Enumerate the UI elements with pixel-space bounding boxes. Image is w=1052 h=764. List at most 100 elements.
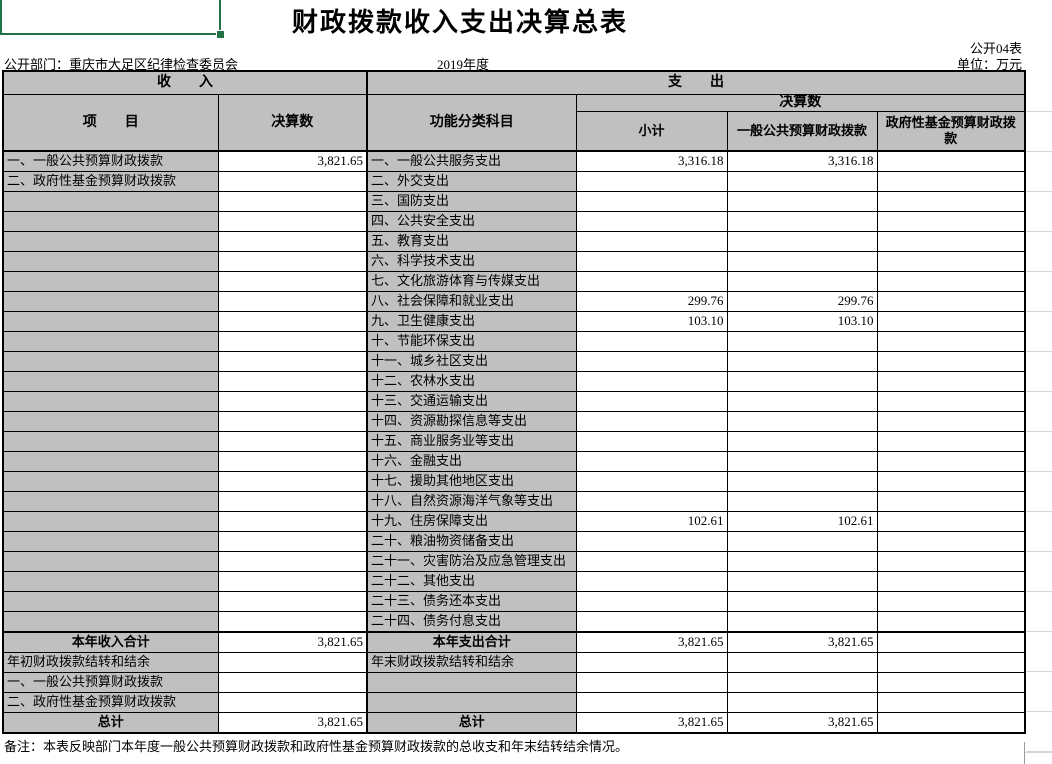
- expense-item-cell[interactable]: 十七、援助其他地区支出: [366, 471, 577, 493]
- gov-fund-cell[interactable]: [876, 150, 1026, 173]
- gov-fund-cell[interactable]: [876, 491, 1026, 513]
- income-amount-cell[interactable]: [217, 451, 368, 473]
- income-item-cell[interactable]: 总计: [2, 712, 219, 734]
- income-amount-cell[interactable]: [217, 211, 368, 233]
- subtotal-cell[interactable]: [575, 531, 728, 553]
- subtotal-cell[interactable]: [575, 451, 728, 473]
- subtotal-cell[interactable]: [575, 331, 728, 353]
- expense-item-cell[interactable]: 二十二、其他支出: [366, 571, 577, 593]
- income-amount-cell[interactable]: [217, 652, 368, 674]
- income-item-cell[interactable]: [2, 251, 219, 273]
- subtotal-cell[interactable]: [575, 231, 728, 253]
- subtotal-cell[interactable]: [575, 611, 728, 633]
- income-amount-cell[interactable]: [217, 591, 368, 613]
- gov-fund-cell[interactable]: [876, 311, 1026, 333]
- income-amount-cell[interactable]: [217, 351, 368, 373]
- general-budget-cell[interactable]: [726, 491, 878, 513]
- gov-fund-cell[interactable]: [876, 551, 1026, 573]
- general-budget-cell[interactable]: [726, 351, 878, 373]
- col-header-income-amount[interactable]: 决算数: [217, 94, 368, 153]
- subtotal-cell[interactable]: [575, 692, 728, 714]
- expense-section-header[interactable]: 支 出: [366, 70, 1026, 95]
- expense-item-cell[interactable]: 十二、农林水支出: [366, 371, 577, 393]
- general-budget-cell[interactable]: [726, 571, 878, 593]
- general-budget-cell[interactable]: [726, 672, 878, 694]
- expense-item-cell[interactable]: 一、一般公共服务支出: [366, 150, 577, 173]
- income-item-cell[interactable]: [2, 451, 219, 473]
- income-amount-cell[interactable]: [217, 491, 368, 513]
- income-item-cell[interactable]: [2, 411, 219, 433]
- gov-fund-cell[interactable]: [876, 712, 1026, 734]
- subtotal-cell[interactable]: [575, 431, 728, 453]
- income-amount-cell[interactable]: [217, 171, 368, 193]
- income-item-cell[interactable]: [2, 211, 219, 233]
- income-amount-cell[interactable]: [217, 251, 368, 273]
- expense-item-cell[interactable]: 二十一、灾害防治及应急管理支出: [366, 551, 577, 573]
- gov-fund-cell[interactable]: [876, 631, 1026, 654]
- income-amount-cell[interactable]: [217, 271, 368, 293]
- income-item-cell[interactable]: 一、一般公共预算财政拨款: [2, 672, 219, 694]
- col-header-gov-fund[interactable]: 政府性基金预算财政拨款: [876, 111, 1026, 153]
- col-header-expense-amount[interactable]: 决算数: [575, 93, 1026, 113]
- general-budget-cell[interactable]: 3,316.18: [726, 150, 878, 173]
- gov-fund-cell[interactable]: [876, 471, 1026, 493]
- income-amount-cell[interactable]: [217, 331, 368, 353]
- income-amount-cell[interactable]: [217, 291, 368, 313]
- income-amount-cell[interactable]: [217, 231, 368, 253]
- col-header-subtotal[interactable]: 小计: [575, 111, 728, 153]
- expense-item-cell[interactable]: 三、国防支出: [366, 191, 577, 213]
- subtotal-cell[interactable]: 3,316.18: [575, 150, 728, 173]
- income-amount-cell[interactable]: [217, 692, 368, 714]
- income-item-cell[interactable]: 二、政府性基金预算财政拨款: [2, 692, 219, 714]
- general-budget-cell[interactable]: [726, 271, 878, 293]
- income-amount-cell[interactable]: [217, 411, 368, 433]
- gov-fund-cell[interactable]: [876, 672, 1026, 694]
- general-budget-cell[interactable]: 3,821.65: [726, 712, 878, 734]
- income-item-cell[interactable]: 二、政府性基金预算财政拨款: [2, 171, 219, 193]
- income-item-cell[interactable]: [2, 311, 219, 333]
- gov-fund-cell[interactable]: [876, 251, 1026, 273]
- subtotal-cell[interactable]: [575, 571, 728, 593]
- general-budget-cell[interactable]: [726, 431, 878, 453]
- expense-item-cell[interactable]: 十四、资源勘探信息等支出: [366, 411, 577, 433]
- expense-item-cell[interactable]: [366, 692, 577, 714]
- subtotal-cell[interactable]: [575, 471, 728, 493]
- general-budget-cell[interactable]: 102.61: [726, 511, 878, 533]
- gov-fund-cell[interactable]: [876, 652, 1026, 674]
- gov-fund-cell[interactable]: [876, 571, 1026, 593]
- gov-fund-cell[interactable]: [876, 411, 1026, 433]
- col-header-general-budget[interactable]: 一般公共预算财政拨款: [726, 111, 878, 153]
- income-item-cell[interactable]: 本年收入合计: [2, 631, 219, 654]
- general-budget-cell[interactable]: [726, 451, 878, 473]
- income-item-cell[interactable]: [2, 391, 219, 413]
- expense-item-cell[interactable]: 本年支出合计: [366, 631, 577, 654]
- subtotal-cell[interactable]: 102.61: [575, 511, 728, 533]
- subtotal-cell[interactable]: [575, 391, 728, 413]
- gov-fund-cell[interactable]: [876, 211, 1026, 233]
- income-amount-cell[interactable]: [217, 431, 368, 453]
- general-budget-cell[interactable]: [726, 231, 878, 253]
- income-item-cell[interactable]: [2, 611, 219, 633]
- gov-fund-cell[interactable]: [876, 191, 1026, 213]
- gov-fund-cell[interactable]: [876, 171, 1026, 193]
- expense-item-cell[interactable]: 十八、自然资源海洋气象等支出: [366, 491, 577, 513]
- expense-item-cell[interactable]: 十九、住房保障支出: [366, 511, 577, 533]
- income-item-cell[interactable]: [2, 491, 219, 513]
- subtotal-cell[interactable]: [575, 251, 728, 273]
- expense-item-cell[interactable]: 十、节能环保支出: [366, 331, 577, 353]
- gov-fund-cell[interactable]: [876, 271, 1026, 293]
- income-amount-cell[interactable]: [217, 511, 368, 533]
- gov-fund-cell[interactable]: [876, 611, 1026, 633]
- income-amount-cell[interactable]: 3,821.65: [217, 150, 368, 173]
- general-budget-cell[interactable]: [726, 652, 878, 674]
- income-amount-cell[interactable]: 3,821.65: [217, 631, 368, 654]
- income-amount-cell[interactable]: [217, 391, 368, 413]
- expense-item-cell[interactable]: 二十三、债务还本支出: [366, 591, 577, 613]
- general-budget-cell[interactable]: [726, 591, 878, 613]
- subtotal-cell[interactable]: 103.10: [575, 311, 728, 333]
- expense-item-cell[interactable]: [366, 672, 577, 694]
- gov-fund-cell[interactable]: [876, 431, 1026, 453]
- income-amount-cell[interactable]: [217, 471, 368, 493]
- subtotal-cell[interactable]: [575, 551, 728, 573]
- general-budget-cell[interactable]: [726, 371, 878, 393]
